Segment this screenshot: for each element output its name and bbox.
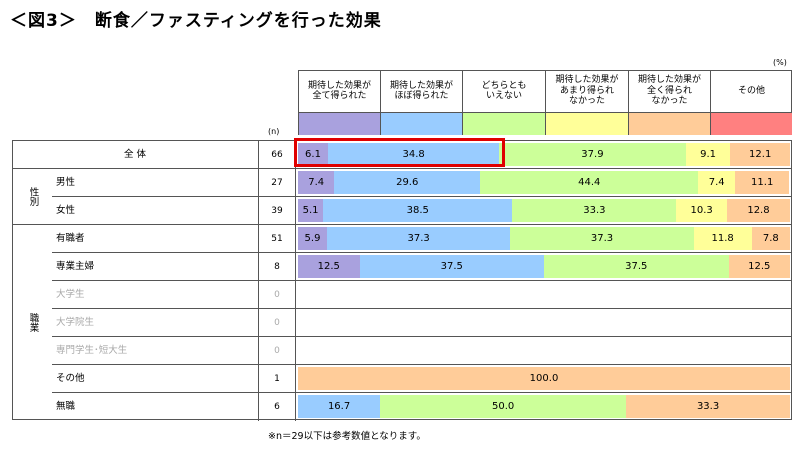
legend-label: どちらとも いえない	[462, 70, 545, 112]
stacked-bar: 16.7 50.0 33.3	[298, 395, 790, 418]
legend-label: その他	[710, 70, 792, 112]
table-row: 無職 6 16.7 50.0 33.3	[52, 392, 792, 421]
bar-segment: 11.1	[734, 171, 790, 194]
bar-segment: 5.1	[298, 199, 324, 222]
stacked-bar: 6.1 34.8 37.9 9.1 12.1	[298, 143, 790, 166]
table-row: その他 1 100.0	[52, 364, 792, 393]
row-label: 男性	[56, 177, 76, 188]
n-value: 8	[258, 253, 296, 281]
bar-segment: 37.5	[544, 255, 729, 278]
bar-segment: 37.3	[326, 227, 511, 250]
footnote: ※n＝29以下は参考数値となります。	[268, 431, 426, 442]
bar-segment: 38.5	[323, 199, 513, 222]
bar-segment: 12.5	[298, 255, 360, 278]
stacked-bar	[298, 283, 790, 306]
table-row: 大学院生 0	[52, 308, 792, 337]
n-value: 6	[258, 393, 296, 421]
unit-label: (%)	[773, 58, 787, 67]
row-label: 専門学生･短大生	[56, 345, 128, 356]
n-value: 66	[258, 141, 296, 169]
legend-swatch	[462, 112, 545, 135]
n-value: 0	[258, 281, 296, 309]
bar-segment: 7.4	[298, 171, 335, 194]
bar-segment: 12.8	[726, 199, 790, 222]
bar-segment: 34.8	[328, 143, 500, 166]
bar-segment: 37.5	[359, 255, 544, 278]
row-label: 専業主婦	[56, 261, 95, 272]
bar-segment: 12.5	[728, 255, 790, 278]
n-label: (n)	[268, 127, 280, 136]
bar-segment: 5.9	[298, 227, 327, 250]
n-value: 51	[258, 225, 296, 253]
bar-segment: 7.4	[698, 171, 735, 194]
bar-segment: 50.0	[380, 395, 627, 418]
stacked-bar	[298, 339, 790, 362]
group-label: 職業	[12, 224, 52, 420]
legend-swatch	[298, 112, 380, 135]
legend-swatch	[710, 112, 792, 135]
bar-segment: 16.7	[298, 395, 381, 418]
bar-segment: 12.1	[730, 143, 790, 166]
stacked-bar: 5.1 38.5 33.3 10.3 12.8	[298, 199, 790, 222]
row-label: 大学生	[56, 289, 85, 300]
bar-segment: 7.8	[751, 227, 790, 250]
legend-swatch	[380, 112, 462, 135]
n-value: 27	[258, 169, 296, 197]
row-label: 全 体	[123, 149, 147, 160]
stacked-bar: 5.9 37.3 37.3 11.8 7.8	[298, 227, 790, 250]
n-value: 0	[258, 337, 296, 365]
legend-swatch	[545, 112, 628, 135]
row-label: 無職	[56, 401, 76, 412]
row-label: 有職者	[56, 233, 85, 244]
stacked-bar: 100.0	[298, 367, 790, 390]
chart-title: ＜図3＞ 断食／ファスティングを行った効果	[10, 11, 382, 31]
group-label: 性別	[12, 168, 52, 224]
table-row: 専門学生･短大生 0	[52, 336, 792, 365]
legend-label: 期待した効果が あまり得られ なかった	[545, 70, 628, 112]
table-row: 有職者 51 5.9 37.3 37.3 11.8 7.8	[52, 224, 792, 253]
stacked-bar	[298, 311, 790, 334]
table-row: 専業主婦 8 12.5 37.5 37.5 12.5	[52, 252, 792, 281]
bar-segment: 6.1	[298, 143, 328, 166]
n-value: 1	[258, 365, 296, 393]
legend-swatch	[628, 112, 710, 135]
bar-segment: 9.1	[685, 143, 731, 166]
row-label: 女性	[56, 205, 76, 216]
highlight-box	[294, 138, 505, 167]
n-value: 0	[258, 309, 296, 337]
legend-label: 期待した効果が ほぼ得られた	[380, 70, 462, 112]
legend-label: 期待した効果が 全く得られ なかった	[628, 70, 710, 112]
table-row: 全 体 66 6.1 34.8 37.9 9.1 12.1	[12, 140, 792, 169]
bar-segment: 100.0	[298, 367, 790, 390]
n-value: 39	[258, 197, 296, 225]
stacked-bar: 12.5 37.5 37.5 12.5	[298, 255, 790, 278]
bar-segment: 33.3	[512, 199, 677, 222]
bar-segment: 33.3	[626, 395, 790, 418]
bar-segment: 37.3	[510, 227, 694, 250]
stacked-bar: 7.4 29.6 44.4 7.4 11.1	[298, 171, 790, 194]
table-row: 男性 27 7.4 29.6 44.4 7.4 11.1	[52, 168, 792, 197]
table-row: 女性 39 5.1 38.5 33.3 10.3 12.8	[52, 196, 792, 225]
bar-segment: 44.4	[480, 171, 699, 194]
bar-segment: 11.8	[693, 227, 752, 250]
bar-segment: 29.6	[334, 171, 481, 194]
bar-segment: 10.3	[676, 199, 727, 222]
legend-label: 期待した効果が 全て得られた	[298, 70, 380, 112]
table-row: 大学生 0	[52, 280, 792, 309]
bar-segment: 37.9	[499, 143, 686, 166]
row-label: 大学院生	[56, 317, 95, 328]
row-label: その他	[56, 373, 85, 384]
